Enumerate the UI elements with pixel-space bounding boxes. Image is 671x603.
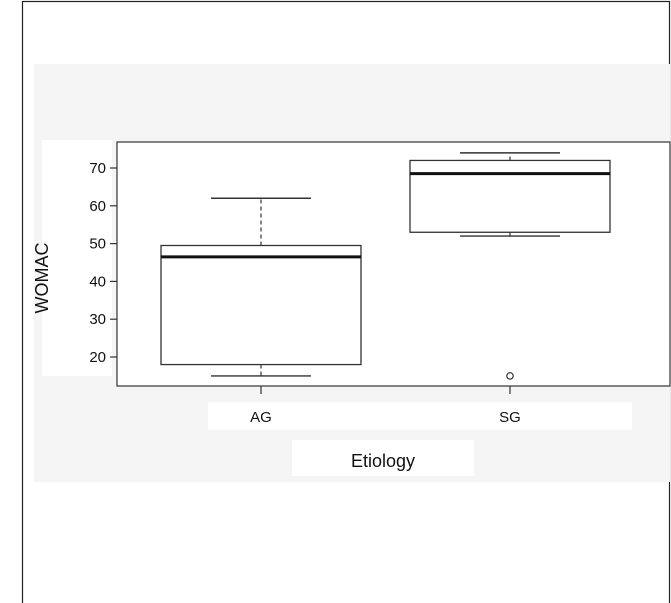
y-tick-label: 60 <box>89 198 106 215</box>
y-tick-label: 70 <box>89 160 106 177</box>
y-tick-label: 30 <box>89 311 106 328</box>
y-tick-label: 20 <box>89 349 106 366</box>
x-tick-label: AG <box>250 409 272 426</box>
x-axis: AG SG <box>250 386 521 426</box>
interquartile-box <box>409 159 611 233</box>
y-axis: 20 30 40 50 60 70 <box>89 160 117 366</box>
y-tick-label-background <box>42 140 112 376</box>
box-sg <box>409 152 611 380</box>
interquartile-box <box>160 244 362 366</box>
outlier-point <box>506 372 514 380</box>
box-series <box>160 152 611 380</box>
y-tick-label: 40 <box>89 273 106 290</box>
x-title-background <box>292 440 474 476</box>
box-ag <box>160 197 362 377</box>
y-axis-title: WOMAC <box>32 243 52 314</box>
y-tick-label: 50 <box>89 236 106 253</box>
x-axis-title: Etiology <box>351 451 415 471</box>
x-tick-label: SG <box>499 409 521 426</box>
x-tick-label-background <box>208 402 632 430</box>
